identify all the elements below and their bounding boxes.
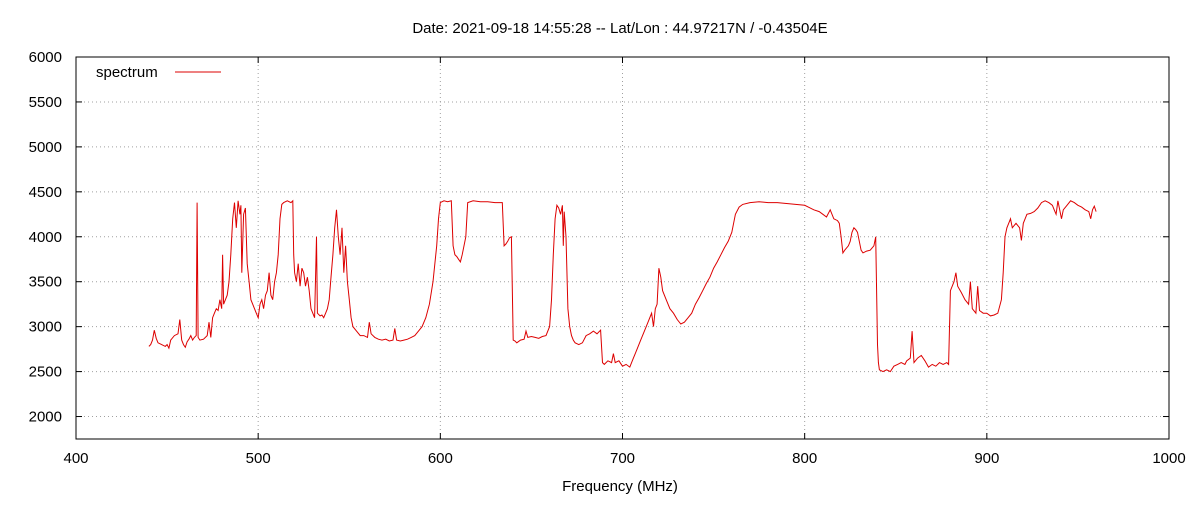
y-tick-label: 2000 [29, 409, 62, 426]
y-tick-label: 4500 [29, 184, 62, 201]
x-tick-label: 800 [792, 450, 817, 467]
y-tick-label: 2500 [29, 364, 62, 381]
axis-ticks: 400 500 600 700 800 900 1000 2000 2500 3000 3500 40… [29, 49, 1186, 467]
legend: spectrum [96, 64, 221, 81]
x-tick-label: 1000 [1152, 450, 1185, 467]
x-tick-label: 900 [974, 450, 999, 467]
legend-label-spectrum: spectrum [96, 64, 158, 81]
x-tick-label: 700 [610, 450, 635, 467]
y-tick-label: 6000 [29, 49, 62, 66]
x-tick-label: 400 [63, 450, 88, 467]
y-tick-label: 3000 [29, 319, 62, 336]
y-tick-label: 4000 [29, 229, 62, 246]
series-layer [148, 199, 1097, 373]
x-axis-label: Frequency (MHz) [562, 478, 678, 495]
series-line-spectrum [148, 199, 1097, 373]
x-tick-label: 500 [246, 450, 271, 467]
grid-lines [76, 57, 1169, 439]
chart-title: Date: 2021-09-18 14:55:28 -- Lat/Lon : 4… [412, 20, 827, 37]
y-tick-label: 5500 [29, 94, 62, 111]
y-tick-label: 3500 [29, 274, 62, 291]
y-tick-label: 5000 [29, 139, 62, 156]
x-tick-label: 600 [428, 450, 453, 467]
